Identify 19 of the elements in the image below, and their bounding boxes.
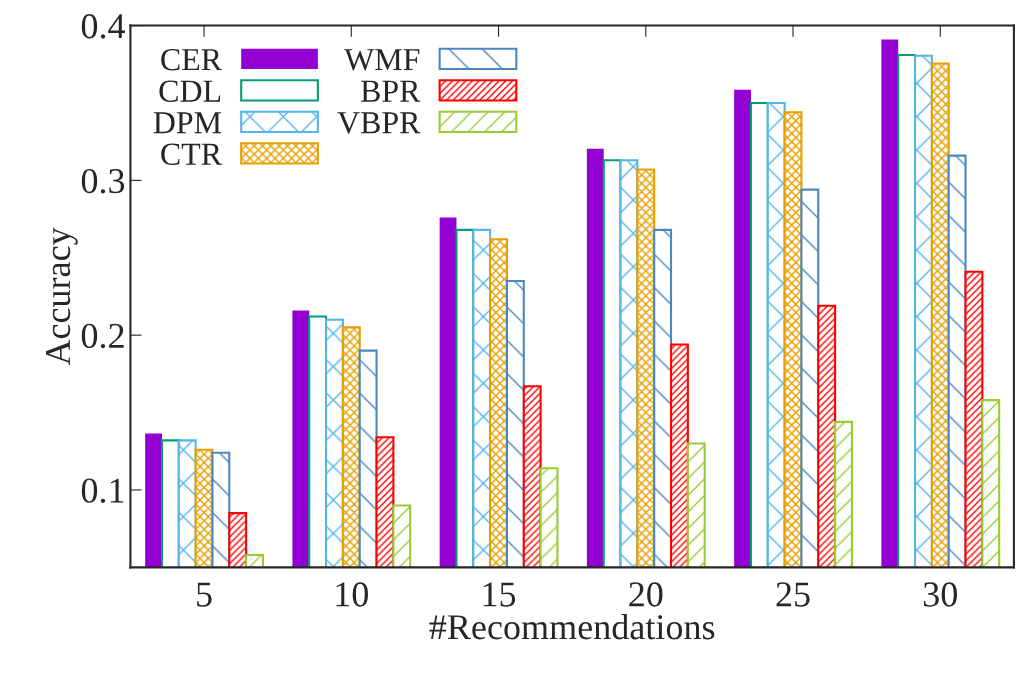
y-tick-label: 0.4 xyxy=(81,14,126,39)
y-tick-label: 0.3 xyxy=(81,168,125,194)
legend-label: CER xyxy=(161,48,222,71)
legend-label: CTR xyxy=(161,143,222,165)
legend-label: BPR xyxy=(361,80,421,102)
x-tick-label: 30 xyxy=(923,582,957,607)
x-axis-title: #Recommendations xyxy=(429,613,715,640)
x-tick-label: 5 xyxy=(197,582,212,607)
x-tick-label: 20 xyxy=(629,582,663,607)
x-tick-label: 10 xyxy=(336,582,368,607)
legend-label: CDL xyxy=(159,80,221,102)
x-tick-label: 25 xyxy=(776,582,810,607)
legend-label: WMF xyxy=(344,49,420,71)
legend-label: DPM xyxy=(153,112,222,134)
y-tick-label: 0.1 xyxy=(81,478,124,503)
legend-label: VBPR xyxy=(337,112,421,134)
y-axis-title: Accuracy xyxy=(46,227,78,366)
y-tick-label: 0.2 xyxy=(81,323,124,349)
x-tick-label: 15 xyxy=(483,582,516,607)
